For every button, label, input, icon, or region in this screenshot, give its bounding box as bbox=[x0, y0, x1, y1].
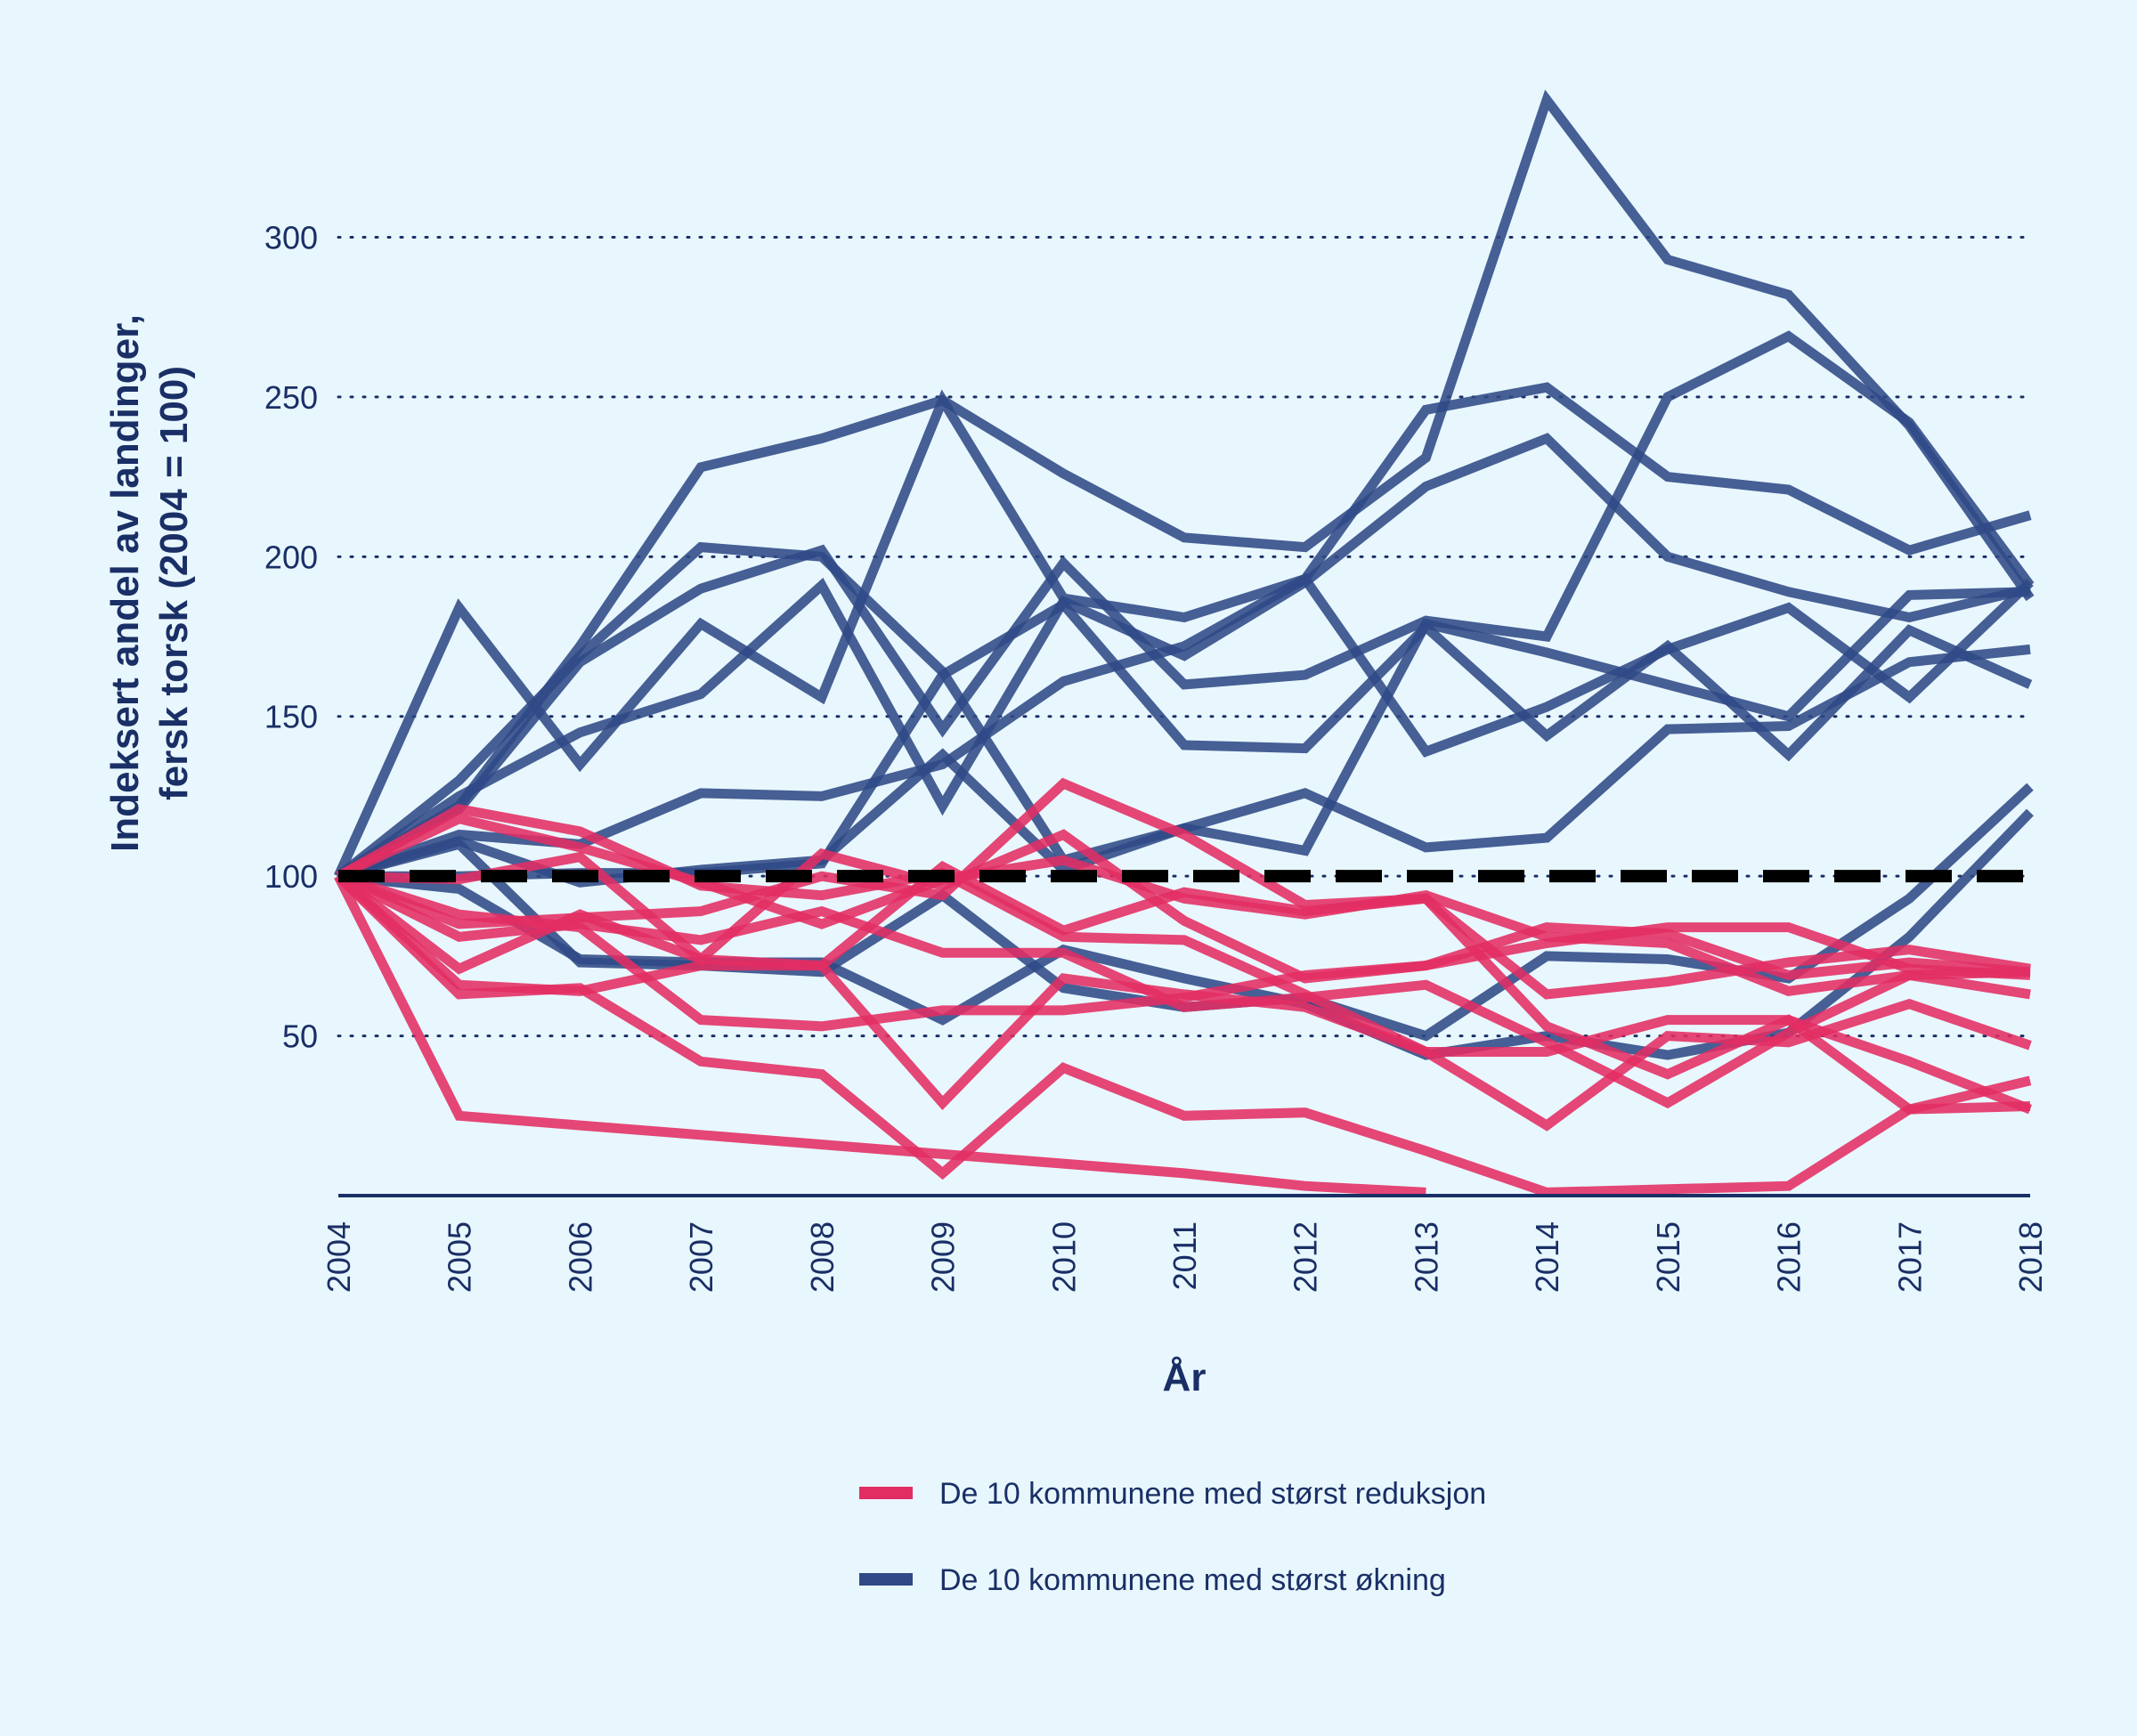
x-axis-title: År bbox=[1163, 1356, 1207, 1399]
series-line-okning bbox=[336, 330, 2035, 881]
legend: De 10 kommunene med størst reduksjon De … bbox=[859, 1477, 1486, 1597]
x-axis-ticks: 2004 2005 2006 2007 2008 2009 2010 2011 2012 2013… bbox=[321, 1221, 2049, 1293]
y-tick-label: 250 bbox=[264, 379, 318, 416]
series-line-reduksjon bbox=[337, 829, 2031, 984]
y-axis-title-line1: Indeksert andel av landinger, bbox=[103, 314, 147, 852]
series-line-reduksjon bbox=[335, 860, 2032, 1115]
x-tick-label: 2017 bbox=[1891, 1221, 1928, 1293]
y-axis-title-line2: fersk torsk (2004 = 100) bbox=[152, 366, 196, 800]
x-tick-label: 2007 bbox=[683, 1221, 719, 1293]
series-line-reduksjon bbox=[336, 804, 2033, 1115]
series-line-reduksjon bbox=[334, 873, 1426, 1197]
series-line-reduksjon bbox=[336, 872, 2031, 1109]
series-line-okning bbox=[335, 433, 2032, 880]
x-tick-label: 2005 bbox=[442, 1221, 478, 1293]
y-tick-label: 100 bbox=[264, 858, 318, 895]
x-tick-label: 2016 bbox=[1771, 1221, 1808, 1293]
y-axis-ticks: 50 100 150 200 250 300 bbox=[264, 219, 318, 1054]
y-tick-label: 150 bbox=[264, 699, 318, 735]
legend-label-reduksjon: De 10 kommunene med størst reduksjon bbox=[939, 1477, 1486, 1511]
x-tick-label: 2008 bbox=[804, 1221, 841, 1293]
series-line-okning bbox=[337, 587, 2031, 888]
x-tick-label: 2018 bbox=[2012, 1221, 2049, 1293]
x-tick-label: 2011 bbox=[1166, 1221, 1203, 1290]
x-tick-label: 2009 bbox=[925, 1221, 962, 1293]
y-tick-label: 50 bbox=[282, 1018, 318, 1055]
x-tick-label: 2006 bbox=[562, 1221, 598, 1293]
series-line-okning bbox=[338, 598, 2033, 881]
x-tick-label: 2010 bbox=[1045, 1221, 1082, 1293]
series-line-reduksjon bbox=[335, 872, 2031, 1197]
series-line-reduksjon bbox=[336, 813, 2031, 996]
y-tick-label: 300 bbox=[264, 219, 318, 256]
x-tick-label: 2004 bbox=[321, 1221, 357, 1293]
series-line-reduksjon bbox=[336, 777, 2031, 1000]
x-tick-label: 2015 bbox=[1650, 1221, 1686, 1293]
series-line-okning bbox=[337, 572, 2034, 881]
legend-label-okning: De 10 kommunene med størst økning bbox=[939, 1563, 1446, 1597]
x-tick-label: 2013 bbox=[1408, 1221, 1444, 1293]
x-tick-label: 2012 bbox=[1288, 1221, 1324, 1293]
x-tick-label: 2014 bbox=[1529, 1221, 1565, 1293]
series-line-okning bbox=[336, 89, 2035, 880]
series-lines bbox=[333, 89, 2035, 1197]
y-tick-label: 200 bbox=[264, 539, 318, 575]
